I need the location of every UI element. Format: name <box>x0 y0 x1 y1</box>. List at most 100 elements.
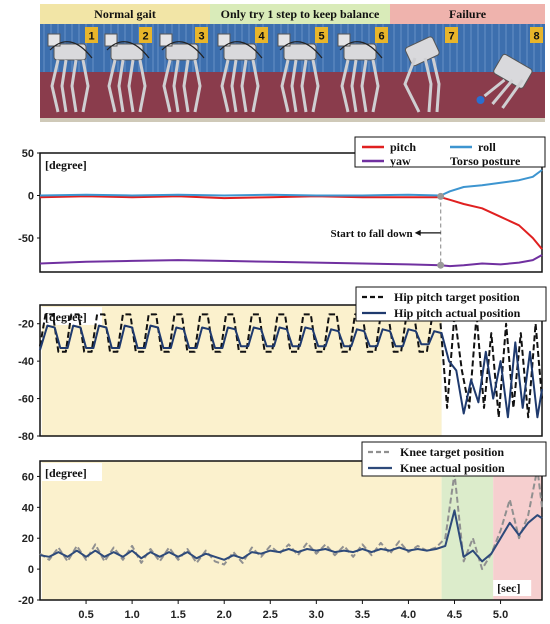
robot-leg <box>251 59 260 113</box>
legend-box <box>354 136 546 168</box>
y-tick-label: 0 <box>28 564 34 576</box>
y-tick-label: 20 <box>22 533 34 545</box>
robot-cable <box>49 41 93 59</box>
floor-edge <box>460 118 545 122</box>
robot-leg <box>50 59 60 113</box>
floor <box>100 72 154 122</box>
x-tick-label: 2.0 <box>217 609 232 621</box>
frame-number-badge <box>139 27 152 43</box>
series-line-hip-pitch-actual-position <box>39 324 543 419</box>
robot-cable <box>279 41 323 59</box>
phase-banner <box>40 4 210 24</box>
series-line-hip-pitch-target-position <box>39 313 543 419</box>
frame-number-badge <box>530 27 543 43</box>
x-tick-label: 5.0 <box>493 609 508 621</box>
floor <box>460 72 545 122</box>
frame-photo: 6 <box>330 24 390 122</box>
robot-leg <box>172 59 180 113</box>
chart-panel: 50 0 -50 [degree] Start to fall down pitch rol… <box>18 136 546 273</box>
legend-box <box>361 441 547 477</box>
frame-photo: 8 <box>460 24 545 122</box>
floor-edge <box>330 118 390 122</box>
robot-cable <box>219 41 263 59</box>
chart-panel: -20-40-60-80[degree]Hip pitch target pos… <box>18 286 547 443</box>
plot-frame <box>39 304 543 437</box>
y-tick-label: -40 <box>18 356 34 368</box>
robot-leg <box>220 59 230 113</box>
x-tick-label: 3.5 <box>355 609 370 621</box>
frame-number: 1 <box>88 31 94 43</box>
y-tick-label: -60 <box>18 394 34 406</box>
y-tick-label: -20 <box>18 595 34 607</box>
x-tick-label: 4.5 <box>447 609 462 621</box>
floor-edge <box>210 118 270 122</box>
frame-number-badge <box>375 27 388 43</box>
robot-leg <box>107 59 117 113</box>
floor <box>330 72 390 122</box>
robot-leg <box>127 59 135 113</box>
shared-x-axis: 0.5 1.0 1.5 2.0 2.5 3.0 3.5 4.0 4.5 5.0 <box>78 600 508 621</box>
legend-entry: Knee actual position <box>400 461 505 475</box>
x-tick-label: 2.5 <box>263 609 278 621</box>
series-line-knee-actual-position <box>39 509 543 563</box>
x-tick-label: 4.0 <box>401 609 416 621</box>
phase-banner <box>390 4 545 24</box>
plot-frame <box>39 460 543 601</box>
robot-leg <box>491 79 514 105</box>
x-unit-label: [sec] <box>497 581 520 595</box>
frame-number: 8 <box>533 31 539 43</box>
frame-photo: 7 <box>390 24 460 122</box>
frame-photo: 5 <box>270 24 330 122</box>
y-tick-label: 40 <box>22 502 34 514</box>
unit-label: [degree] <box>45 466 87 480</box>
floor-edge <box>270 118 330 122</box>
floor-edge <box>100 118 154 122</box>
frame-number-badge <box>255 27 268 43</box>
floor <box>390 72 460 122</box>
x-tick-label: 1.5 <box>171 609 186 621</box>
floor <box>210 72 270 122</box>
y-tick-label: 0 <box>28 191 34 203</box>
unit-label: [degree] <box>45 158 87 172</box>
x-tick-label: 3.0 <box>309 609 324 621</box>
unit-label-bg <box>42 463 102 481</box>
legend-entry: roll <box>478 140 496 154</box>
legend: pitch roll yaw Torso posture <box>354 136 546 168</box>
robot-leg <box>340 59 350 113</box>
frame-number: 4 <box>258 31 265 43</box>
frame-photo: 1 <box>40 24 100 122</box>
frame-number-badge <box>85 27 98 43</box>
robot-leg <box>311 59 320 113</box>
y-tick-label: -50 <box>18 233 34 245</box>
frame-number: 5 <box>318 31 324 43</box>
frame-photo: 4 <box>210 24 270 122</box>
frame-number-badge <box>195 27 208 43</box>
y-tick-label: -20 <box>18 319 34 331</box>
legend-entry: pitch <box>390 140 416 154</box>
floor-edge <box>40 118 100 122</box>
post-fall-region <box>441 305 542 436</box>
x-tick-label: 1.0 <box>124 609 139 621</box>
legend-entry: Hip pitch target position <box>394 290 520 304</box>
robot-leg <box>350 59 358 113</box>
series-line-roll <box>39 169 543 197</box>
plot-frame <box>39 152 543 273</box>
robot-wheel <box>476 96 485 104</box>
frame-number-badge <box>445 27 458 43</box>
normal-gait-region <box>41 305 442 436</box>
floor <box>154 72 210 122</box>
robot-cable <box>339 41 383 59</box>
y-tick-label: 50 <box>22 148 34 160</box>
robot-leg <box>501 79 524 109</box>
robot-leg <box>162 59 172 113</box>
x-tick-label: 0.5 <box>78 609 93 621</box>
robot-leg <box>290 59 298 113</box>
robot-leg <box>240 59 248 113</box>
series-line-pitch <box>39 195 543 250</box>
annotation-arrowhead <box>414 229 421 236</box>
y-tick-label: -80 <box>18 431 34 443</box>
robot-leg <box>182 59 190 113</box>
normal-gait-region <box>41 461 442 600</box>
